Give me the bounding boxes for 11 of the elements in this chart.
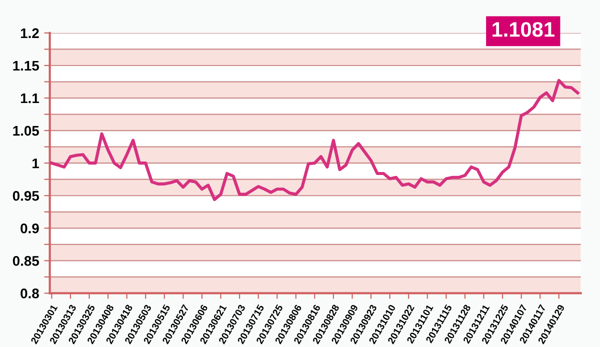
y-tick-label: 1.05 — [13, 126, 39, 136]
line-series — [50, 78, 580, 202]
y-tick-label: 0.95 — [12, 190, 39, 201]
y-tick-label: 0.9 — [20, 223, 39, 234]
y-tick-label: 1.2 — [20, 28, 39, 38]
y-tick-label: 1 — [32, 158, 39, 168]
annotation: 1.1081 — [492, 22, 554, 37]
y-tick-label: 1.15 — [13, 60, 39, 71]
y-tick-label: 1.1 — [20, 94, 39, 104]
y-tick-label: 0.8 — [20, 288, 39, 298]
y-tick-label: 0.85 — [12, 256, 39, 266]
